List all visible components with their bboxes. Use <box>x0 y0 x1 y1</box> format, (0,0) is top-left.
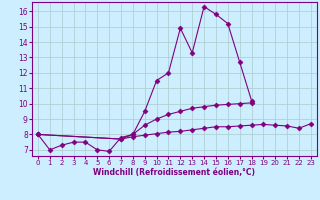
X-axis label: Windchill (Refroidissement éolien,°C): Windchill (Refroidissement éolien,°C) <box>93 168 255 177</box>
